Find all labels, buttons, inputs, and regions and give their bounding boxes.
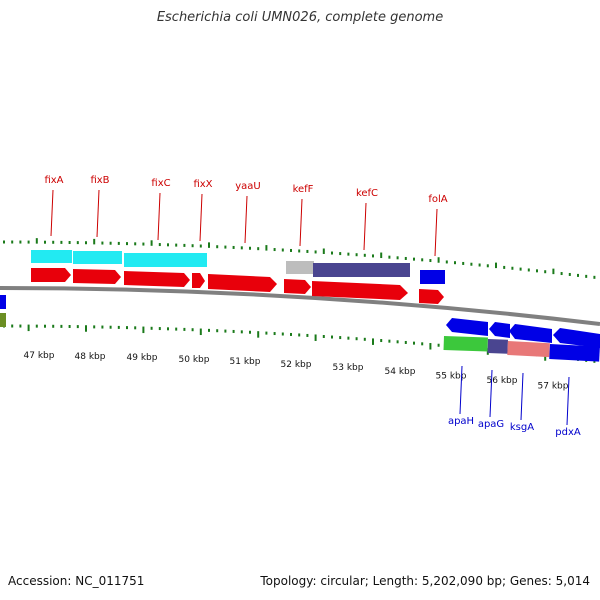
feature-block-pdxA[interactable] [549,344,600,362]
genome-summary-text: Topology: circular; Length: 5,202,090 bp… [260,574,590,588]
gene-arrow-fixX[interactable] [192,273,205,288]
gene-label-fixX[interactable]: fixX [193,179,212,190]
genome-backbone [0,286,600,326]
gene-arrow-folA[interactable] [419,289,444,304]
gene-label-apaH[interactable]: apaH [448,416,474,427]
gene-label-fixA[interactable]: fixA [44,175,63,186]
scale-label: 54 kbp [385,367,416,377]
scale-label-group: 47 kbp 48 kbp 49 kbp 50 kbp 51 kbp 52 kbp 53 k… [24,351,569,391]
gene-arrow-fixA[interactable] [31,268,71,282]
scale-label: 53 kbp [333,363,364,373]
gene-leader-line [299,198,303,247]
gene-arrow-apaG[interactable] [489,322,510,338]
gene-leader-line [566,376,570,426]
gene-leader-line [244,195,248,244]
gene-leader-line [157,192,161,241]
feature-block-fixA[interactable] [31,250,72,263]
gene-label-fixB[interactable]: fixB [90,175,109,186]
gene-arrow-pdxA[interactable] [553,328,600,348]
gene-leader-line [520,372,524,421]
feature-track-upper [0,250,445,309]
gene-label-kefF[interactable]: kefF [293,184,314,195]
gene-arrow-left-edge[interactable] [0,313,6,327]
gene-label-yaaU[interactable]: yaaU [235,181,261,192]
gene-arrow-ksgA[interactable] [509,324,552,343]
scale-label: 56 kbp [487,376,518,386]
scale-label: 57 kbp [538,382,569,392]
gene-label-pdxA[interactable]: pdxA [555,427,581,438]
gene-label-kefC[interactable]: kefC [356,188,378,199]
scale-label: 51 kbp [230,357,261,367]
page-title: Escherichia coli UMN026, complete genome [156,10,444,25]
reverse-gene-labels: apaH apaG ksgA pdxA [448,365,581,438]
gene-leader-line [434,208,438,257]
forward-gene-track [31,268,444,304]
gene-leader-line [363,202,367,251]
gene-arrow-apaH[interactable] [446,318,488,336]
gene-arrow-kefC[interactable] [312,281,408,300]
feature-block-fixC[interactable] [124,253,207,267]
accession-text: Accession: NC_011751 [8,574,145,588]
scale-label: 55 kbp [436,371,467,381]
gene-arrow-kefF[interactable] [284,279,311,294]
feature-block-kefC[interactable] [313,263,410,277]
gene-leader-line [96,189,100,238]
gene-label-folA[interactable]: folA [428,194,447,205]
scale-label: 52 kbp [281,360,312,370]
gene-label-fixC[interactable]: fixC [151,178,170,189]
gene-arrow-yaaU[interactable] [208,274,277,292]
feature-block-ksgA[interactable] [507,341,550,358]
scale-label: 49 kbp [127,353,158,363]
feature-block-apaG[interactable] [487,339,508,354]
gene-arrow-fixB[interactable] [73,269,121,284]
gene-leader-line [459,365,463,415]
feature-track-lower [443,336,600,362]
gene-label-apaG[interactable]: apaG [478,419,504,430]
scale-label: 47 kbp [24,351,55,361]
outer-tick-ring [3,238,596,279]
gene-arrow-fixC[interactable] [124,271,190,287]
feature-block-apaH[interactable] [443,336,488,352]
feature-block-kefF[interactable] [286,261,314,274]
feature-block-fixB[interactable] [73,251,122,264]
scale-label: 48 kbp [75,352,106,362]
reverse-gene-track [0,313,600,348]
gene-label-ksgA[interactable]: ksgA [510,422,534,433]
gene-leader-line [50,189,54,237]
scale-label: 50 kbp [179,355,210,365]
gene-leader-line [489,369,493,418]
gene-leader-line [199,193,203,242]
forward-gene-labels: fixA fixB fixC fixX yaaU kefF kefC folA [44,175,448,257]
feature-block-folA[interactable] [420,270,445,284]
feature-block-left-edge[interactable] [0,295,6,309]
